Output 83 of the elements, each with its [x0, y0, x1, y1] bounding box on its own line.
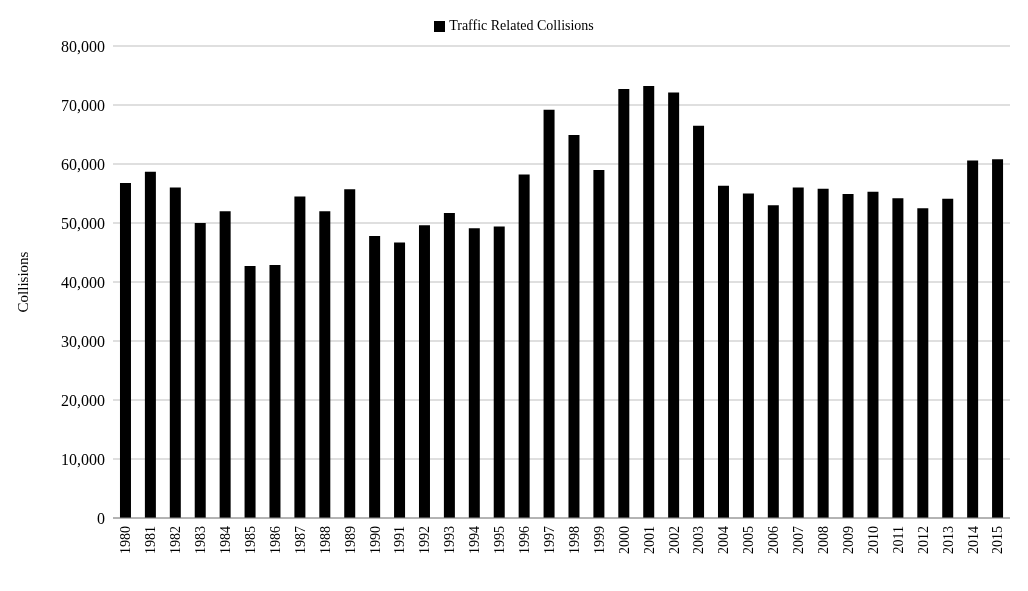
bar [767, 205, 779, 518]
bar [867, 191, 879, 518]
bar [643, 86, 655, 518]
x-tick-label: 1999 [591, 526, 607, 554]
y-tick-label: 70,000 [61, 96, 105, 114]
bar [717, 185, 729, 518]
bar [792, 187, 804, 518]
bar [618, 89, 630, 518]
x-tick-label: 1985 [242, 526, 258, 554]
x-tick-label: 1990 [367, 526, 383, 554]
y-tick-label: 60,000 [61, 155, 105, 173]
bar [468, 228, 480, 518]
bar [518, 174, 530, 518]
bar [967, 160, 979, 518]
bar [244, 266, 256, 518]
y-tick-label: 0 [97, 509, 105, 527]
x-tick-label: 2002 [666, 526, 682, 554]
x-tick-label: 2003 [691, 526, 707, 554]
bar [319, 211, 331, 518]
legend-label: Traffic Related Collisions [449, 18, 594, 33]
y-tick-label: 10,000 [61, 450, 105, 468]
bar [493, 226, 505, 518]
y-tick-label: 20,000 [61, 391, 105, 409]
x-tick-label: 2007 [791, 526, 807, 554]
bar [543, 109, 555, 518]
bar [219, 211, 231, 518]
y-axis-title: Collisions [15, 251, 32, 313]
bar [742, 193, 754, 518]
bar [144, 171, 156, 518]
x-tick-label: 1993 [442, 526, 458, 554]
y-tick-label: 30,000 [61, 332, 105, 350]
x-tick-label: 1989 [342, 526, 358, 554]
bar [369, 235, 381, 518]
x-tick-label: 1991 [392, 526, 408, 554]
y-tick-label: 80,000 [61, 37, 105, 55]
bar [568, 135, 580, 518]
x-tick-label: 2000 [616, 526, 632, 554]
bar [817, 188, 829, 518]
x-tick-label: 1995 [492, 526, 508, 554]
x-tick-label: 1984 [218, 526, 234, 554]
y-tick-label: 40,000 [61, 273, 105, 291]
x-tick-label: 1994 [467, 526, 483, 554]
x-tick-label: 1997 [541, 526, 557, 554]
bar [992, 159, 1004, 518]
x-tick-label: 2001 [641, 526, 657, 554]
x-tick-label: 1982 [168, 526, 184, 554]
bar [194, 223, 206, 518]
x-tick-label: 2014 [965, 526, 981, 554]
x-tick-label: 2005 [741, 526, 757, 554]
x-tick-label: 2013 [940, 526, 956, 554]
x-tick-label: 1986 [267, 526, 283, 554]
x-tick-label: 2006 [766, 526, 782, 554]
bar [942, 198, 954, 518]
bar [344, 189, 356, 518]
bar [668, 92, 680, 518]
bar [892, 198, 904, 518]
x-tick-label: 2010 [865, 526, 881, 554]
bar [917, 208, 929, 518]
x-tick-label: 1987 [292, 526, 308, 554]
x-tick-label: 1996 [517, 526, 533, 554]
x-tick-label: 2012 [915, 526, 931, 554]
x-tick-label: 1992 [417, 526, 433, 554]
bar [119, 182, 131, 518]
x-tick-label: 2004 [716, 526, 732, 554]
bar [269, 264, 281, 518]
bar [294, 196, 306, 518]
x-tick-label: 1998 [566, 526, 582, 554]
x-tick-label: 2011 [890, 526, 906, 554]
y-tick-label: 50,000 [61, 214, 105, 232]
bar [443, 212, 455, 518]
x-tick-label: 2009 [840, 526, 856, 554]
x-tick-label: 1980 [118, 526, 134, 554]
bar [593, 169, 605, 518]
bar [394, 242, 406, 518]
x-tick-label: 2015 [990, 526, 1006, 554]
x-tick-label: 1981 [143, 526, 159, 554]
bar [418, 225, 430, 518]
bar [842, 194, 854, 518]
x-tick-label: 1983 [193, 526, 209, 554]
bar [169, 187, 181, 518]
bar [693, 125, 705, 518]
x-tick-label: 1988 [317, 526, 333, 554]
x-tick-label: 2008 [816, 526, 832, 554]
